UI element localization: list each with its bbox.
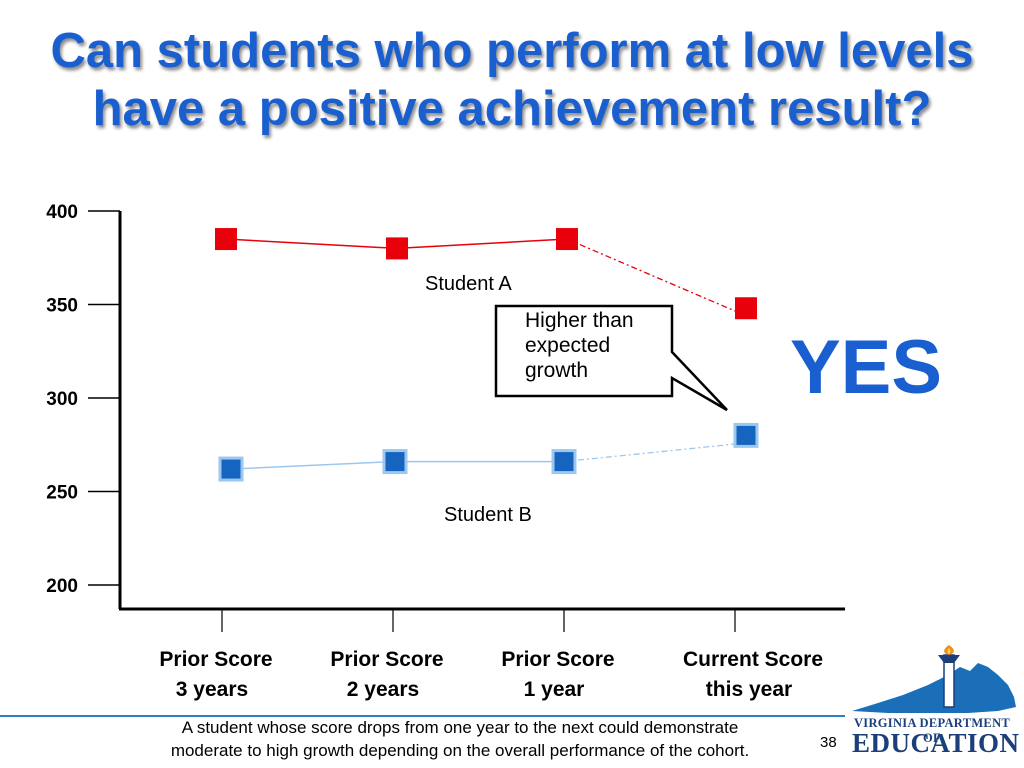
title-line-2: have a positive achievement result? [92,82,932,136]
footnote-line-1: A student whose score drops from one yea… [181,718,739,737]
callout-box [494,304,728,412]
chart-labels: 400 350 300 250 200 Prior Score 3 years Prior S… [46,202,942,701]
x-tick-label-line1: Current Score [683,648,823,671]
x-tick-label-line2: 3 years [176,678,248,701]
data-point [551,449,577,475]
callout-text-line: Higher than [525,309,634,332]
slide-title: Can students who perform at low levels h… [0,22,1024,138]
y-tick-label: 200 [46,576,78,597]
y-tick-label: 350 [46,296,78,317]
callout-text-line: growth [525,359,588,382]
footnote: A student whose score drops from one yea… [80,716,840,762]
x-tick-label-line2: 1 year [524,678,585,701]
data-point [733,422,759,448]
expected-growth-line [566,238,747,317]
footer-divider [0,715,845,717]
data-point [382,449,408,475]
series-label-student-b: Student B [444,504,532,526]
chart-axes [88,210,845,632]
logo-line-2: EDUCATION [852,728,1020,758]
data-point [386,237,408,260]
data-point [735,297,757,320]
page-number: 38 [820,734,837,751]
data-point [215,228,237,251]
x-tick-label-line2: this year [706,678,792,701]
x-tick-label-line1: Prior Score [501,648,614,671]
data-point [556,228,578,251]
footnote-line-2: moderate to high growth depending on the… [170,741,750,760]
x-tick-label-line1: Prior Score [159,648,272,671]
y-tick-label: 300 [46,389,78,410]
series-label-student-a: Student A [425,273,512,295]
title-line-1: Can students who perform at low levels [50,24,974,78]
virginia-torch-logo-icon [852,645,1016,713]
y-tick-label: 400 [46,202,78,223]
x-tick-label-line2: 2 years [347,678,419,701]
data-point [218,456,244,482]
verdict-text: YES [790,325,942,410]
chart-markers [215,228,759,482]
x-tick-label-line1: Prior Score [330,648,443,671]
expected-growth-line [563,442,747,463]
callout-text-line: expected [525,334,610,357]
y-tick-label: 250 [46,483,78,504]
logo-line-1: VIRGINIA DEPARTMENT OF [853,716,1011,745]
